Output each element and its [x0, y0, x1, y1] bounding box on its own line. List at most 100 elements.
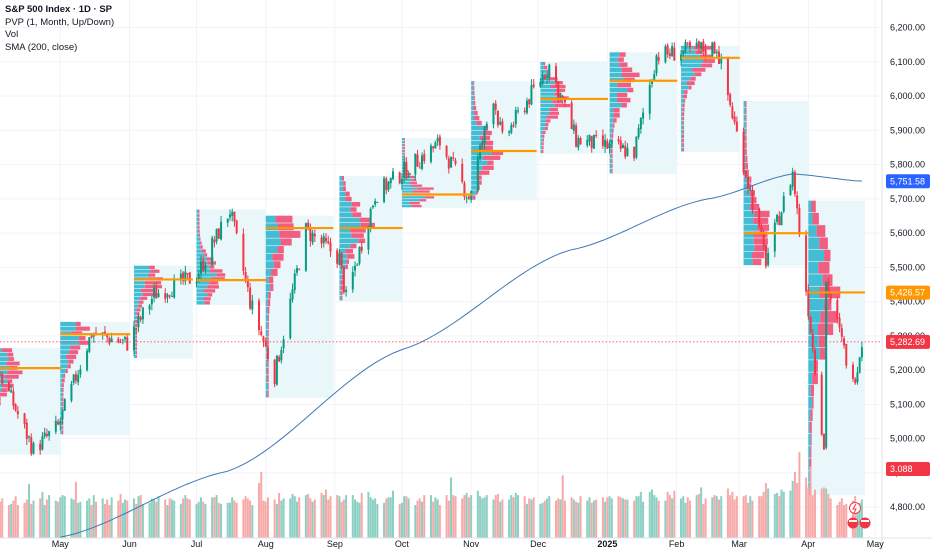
- volume-bar: [369, 497, 372, 538]
- candle-body: [820, 374, 823, 435]
- profile-bar-up: [60, 350, 70, 355]
- candle-body: [546, 76, 549, 78]
- profile-bar-down: [67, 364, 71, 369]
- candle-body: [1, 373, 4, 384]
- candle-body: [403, 162, 406, 179]
- profile-bar-down: [75, 326, 90, 331]
- profile-bar-up: [0, 388, 2, 393]
- volume-bar: [351, 495, 354, 538]
- candle-body: [845, 344, 848, 366]
- profile-bar-down: [682, 138, 685, 143]
- volume-bar: [637, 496, 640, 538]
- candle-body: [532, 84, 535, 87]
- volume-bar: [204, 503, 207, 538]
- profile-bar-up: [609, 138, 612, 143]
- volume-bar: [432, 501, 435, 538]
- candle-body: [148, 305, 151, 310]
- candle-body: [811, 334, 814, 349]
- volume-bar: [124, 499, 127, 538]
- profile-bar-up: [808, 372, 813, 385]
- profile-bar-down: [745, 121, 747, 128]
- candle-body: [325, 237, 328, 242]
- profile-bar-down: [745, 135, 747, 142]
- profile-bar-down: [135, 319, 138, 324]
- volume-bar: [295, 501, 298, 538]
- y-tick-label: 5,100.00: [890, 399, 925, 409]
- profile-bar-up: [471, 145, 481, 151]
- profile-bar-down: [204, 301, 210, 305]
- profile-bar-up: [196, 285, 208, 289]
- candle-body: [731, 106, 734, 119]
- profile-bar-up: [743, 190, 750, 197]
- volume-bar: [688, 500, 691, 538]
- volume-bar: [228, 502, 231, 538]
- candle-body: [45, 433, 48, 437]
- volume-bar: [762, 491, 765, 538]
- profile-bar-up: [60, 373, 64, 378]
- profile-bar-down: [61, 397, 64, 402]
- candle-body: [213, 239, 216, 243]
- volume-bar: [778, 496, 781, 538]
- volume-bar: [619, 497, 622, 538]
- volume-bar: [12, 500, 15, 538]
- poc-badge-bg: [886, 285, 930, 300]
- candle-body: [351, 271, 354, 290]
- volume-bar: [626, 499, 629, 538]
- candle-body: [796, 195, 799, 209]
- profile-bar-up: [743, 224, 758, 231]
- profile-bar-up: [60, 326, 76, 331]
- profile-bar-up: [471, 86, 474, 91]
- profile-bar-up: [265, 352, 267, 360]
- volume-bar: [184, 495, 187, 538]
- volume-bar: [570, 497, 573, 538]
- volume-bar: [621, 498, 624, 538]
- profile-bar-up: [808, 262, 819, 274]
- volume-bar: [195, 503, 198, 538]
- profile-bar-down: [412, 178, 417, 182]
- profile-bar-up: [681, 45, 694, 50]
- candle-body: [233, 211, 236, 222]
- profile-bar-up: [196, 249, 202, 253]
- profile-bar-down: [268, 291, 271, 299]
- volume-bar: [606, 497, 609, 538]
- profile-bar-down: [810, 409, 813, 421]
- candle-body: [289, 298, 292, 339]
- profile-bar-down: [209, 281, 219, 285]
- y-tick-label: 5,000.00: [890, 434, 925, 444]
- profile-bar-down: [617, 82, 632, 88]
- candle-body: [150, 298, 153, 305]
- candle-body: [548, 64, 551, 78]
- y-tick-label: 5,800.00: [890, 160, 925, 170]
- profile-bar-down: [419, 199, 427, 202]
- profile-bar-up: [471, 130, 483, 136]
- profile-bar-up: [471, 150, 492, 155]
- volume-bar: [820, 488, 823, 538]
- profile-bar-down: [135, 346, 137, 351]
- profile-bar-up: [540, 92, 555, 96]
- profile-bar-up: [609, 163, 612, 169]
- profile-bar-up: [681, 103, 683, 108]
- price-badges: 5,751.58 5,426.57 5,282.69 3.088: [886, 174, 930, 476]
- profile-bar-down: [749, 176, 752, 183]
- volume-bar: [858, 502, 861, 538]
- profile-bar-up: [60, 401, 62, 407]
- volume-bar: [796, 483, 799, 538]
- profile-bar-down: [267, 321, 269, 329]
- candle-body: [780, 212, 783, 226]
- candle-body: [168, 295, 171, 297]
- candle-body: [653, 73, 656, 80]
- profile-bar-up: [0, 348, 2, 353]
- volume-bar: [322, 495, 325, 538]
- profile-bar-up: [540, 61, 544, 66]
- profile-bar-up: [133, 354, 137, 358]
- profile-bar-down: [611, 133, 614, 138]
- profile-bar-up: [540, 84, 551, 89]
- volume-bar: [735, 496, 738, 538]
- volume-bar: [744, 495, 747, 538]
- profile-bar-up: [60, 336, 79, 341]
- profile-bar-up: [60, 425, 63, 430]
- candle-body: [23, 413, 26, 425]
- candle-body: [153, 287, 156, 298]
